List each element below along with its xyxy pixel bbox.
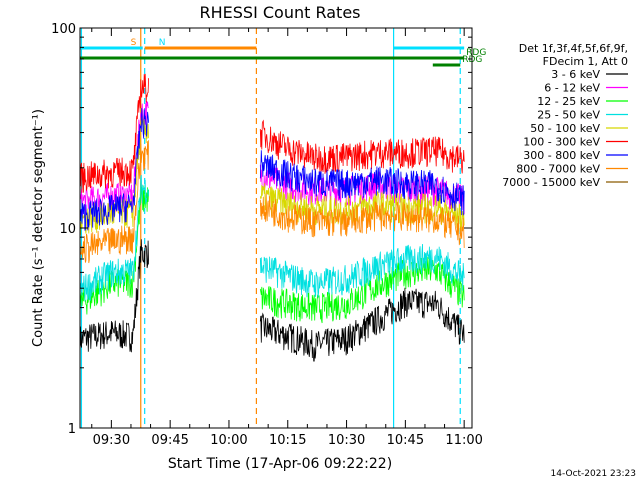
series-line-4 bbox=[80, 174, 465, 302]
y-tick-label: 10 bbox=[59, 222, 76, 237]
series-line-6 bbox=[80, 73, 465, 193]
flag-label-2: RDG bbox=[466, 48, 486, 58]
legend-entry-label: 7000 - 15000 keV bbox=[502, 176, 600, 189]
y-axis-label: Count Rate (s⁻¹ detector segment⁻¹) bbox=[31, 109, 46, 347]
series-line-7 bbox=[80, 108, 465, 231]
legend-entry-label: 6 - 12 keV bbox=[544, 82, 600, 95]
series-line-8 bbox=[80, 140, 465, 264]
y-tick-label: 1 bbox=[68, 422, 76, 437]
legend-entry-label: 12 - 25 keV bbox=[537, 95, 600, 108]
flag-label-1: N bbox=[159, 38, 166, 48]
x-tick-label: 10:00 bbox=[210, 433, 247, 448]
x-tick-label: 09:30 bbox=[93, 433, 130, 448]
legend-entry-label: 50 - 100 keV bbox=[530, 122, 600, 135]
plot-content bbox=[80, 28, 465, 428]
legend-entry-label: 100 - 300 keV bbox=[523, 136, 600, 149]
chart-title: RHESSI Count Rates bbox=[200, 3, 361, 22]
y-tick-label: 100 bbox=[51, 22, 76, 37]
x-tick-label: 09:45 bbox=[151, 433, 188, 448]
legend-entry-label: 300 - 800 keV bbox=[523, 149, 600, 162]
series-line-1 bbox=[80, 239, 465, 362]
x-tick-label: 10:45 bbox=[387, 433, 424, 448]
footer-timestamp: 14-Oct-2021 23:23 bbox=[551, 469, 636, 479]
flag-label-0: S bbox=[131, 38, 137, 48]
x-tick-label: 10:15 bbox=[269, 433, 306, 448]
legend-entry-label: 25 - 50 keV bbox=[537, 109, 600, 122]
legend-entry-label: 3 - 6 keV bbox=[551, 68, 600, 81]
legend: Det 1f,3f,4f,5f,6f,9f,FDecim 1, Att 03 -… bbox=[502, 42, 628, 189]
legend-entry-label: 800 - 7000 keV bbox=[516, 163, 600, 176]
x-tick-label: 10:30 bbox=[328, 433, 365, 448]
legend-header-2: FDecim 1, Att 0 bbox=[543, 55, 628, 68]
legend-header-1: Det 1f,3f,4f,5f,6f,9f, bbox=[519, 42, 628, 55]
series-line-5 bbox=[80, 115, 465, 236]
x-tick-label: 11:00 bbox=[445, 433, 482, 448]
x-axis-label: Start Time (17-Apr-06 09:22:22) bbox=[168, 456, 392, 472]
axes: 09:30 09:45 10:00 10:15 10:30 10:45 11:00 1 10 10… bbox=[51, 22, 483, 448]
